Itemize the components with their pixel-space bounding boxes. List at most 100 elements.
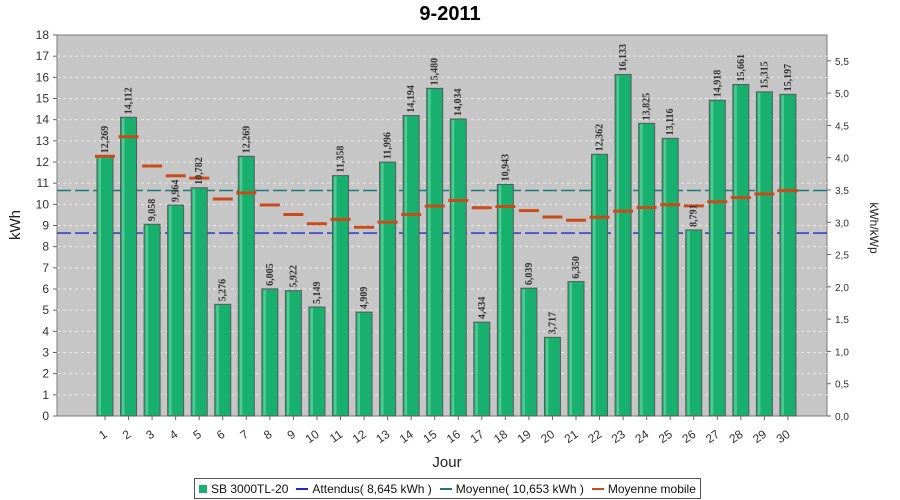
right-axis-ticks: 0,0 0,5 1,0 1,5 2,0 2,5 3,0 3,5 4,0 4,5 5,0 5,5 — [827, 57, 849, 423]
data-label: 14,034 — [453, 88, 464, 116]
y-tick-label: 13 — [36, 134, 50, 148]
x-tick-label: 16 — [444, 427, 463, 446]
bar-highlight — [616, 75, 620, 416]
legend-item-moving-average: Moyenne mobile — [591, 481, 696, 496]
x-tick-label: 28 — [727, 427, 746, 446]
y-tick-label: 8 — [42, 240, 49, 254]
x-axis-ticks: 1 2 3 4 5 6 7 8 9 10 11 12 13 14 15 16 17 18 19 20 21 22 23 24 2… — [96, 416, 793, 446]
bar-highlight — [216, 305, 219, 415]
bar-highlight — [475, 323, 478, 415]
data-label: 10,943 — [500, 154, 511, 181]
bar-highlight — [451, 119, 455, 416]
bar-highlight — [498, 185, 502, 415]
x-tick-label: 20 — [538, 427, 557, 446]
data-label: 13,825 — [642, 93, 653, 121]
data-labels: 12,269 14,112 9,058 9,964 10,782 5,276 12,269 6… — [100, 44, 794, 334]
data-label: 15,315 — [759, 61, 770, 89]
bar-highlight — [687, 230, 690, 415]
bar-highlight — [239, 157, 243, 416]
right-tick-label: 2,5 — [835, 251, 849, 262]
x-tick-label: 7 — [238, 427, 252, 442]
right-tick-label: 1,0 — [835, 347, 849, 358]
data-label: 3,717 — [547, 312, 558, 335]
legend-item-attendus: Attendus( 8,645 kWh ) — [296, 481, 432, 496]
data-label: 8,791 — [689, 204, 700, 227]
bar-highlight — [98, 157, 101, 416]
right-tick-label: 5,5 — [835, 57, 849, 68]
x-tick-label: 17 — [468, 427, 487, 446]
bar-highlight — [169, 206, 172, 415]
x-tick-label: 12 — [350, 427, 369, 446]
bar-highlight — [734, 85, 737, 415]
bar-highlight — [192, 188, 196, 415]
legend-swatch-attendus — [296, 487, 309, 490]
bar-highlight — [357, 313, 361, 415]
data-label: 15,197 — [783, 64, 794, 92]
data-label: 5,922 — [288, 265, 299, 288]
bar-highlight — [522, 289, 525, 415]
y-tick-label: 14 — [36, 113, 50, 127]
bar-highlight — [710, 101, 714, 416]
data-label: 15,480 — [430, 58, 441, 86]
data-label: 5,149 — [312, 282, 323, 305]
bar-highlight — [145, 225, 149, 415]
data-label: 11,996 — [383, 132, 394, 159]
x-tick-label: 25 — [656, 427, 675, 446]
y-tick-label: 11 — [37, 176, 50, 190]
bar-highlight — [122, 118, 125, 416]
x-tick-label: 3 — [143, 427, 157, 442]
x-tick-label: 29 — [750, 427, 769, 446]
bars — [96, 74, 797, 417]
bar-highlight — [569, 282, 572, 415]
legend-label-attendus: Attendus( 8,645 kWh ) — [312, 481, 432, 496]
y-tick-label: 6 — [42, 282, 49, 296]
data-label: 6,350 — [571, 256, 582, 279]
data-label: 11,358 — [336, 146, 347, 173]
x-tick-label: 10 — [303, 427, 322, 446]
y-tick-label: 0 — [42, 409, 49, 423]
legend-item-bars: SB 3000TL-20 — [199, 482, 288, 496]
x-tick-label: 22 — [585, 427, 604, 446]
x-tick-label: 26 — [679, 427, 698, 446]
right-axis-title: kWh/kWp — [867, 202, 881, 254]
y-tick-label: 15 — [36, 92, 50, 106]
legend-swatch-moyenne — [439, 487, 452, 490]
y-tick-label: 12 — [36, 155, 50, 169]
x-tick-label: 15 — [420, 427, 439, 446]
y-tick-label: 17 — [36, 49, 50, 63]
legend: SB 3000TL-20 Attendus( 8,645 kWh ) Moyen… — [194, 478, 701, 499]
legend-item-moyenne: Moyenne( 10,653 kWh ) — [439, 482, 584, 496]
right-tick-label: 1,5 — [835, 315, 849, 326]
x-tick-label: 9 — [285, 427, 299, 442]
bar-highlight — [404, 116, 408, 415]
right-tick-label: 3,0 — [835, 218, 849, 229]
y-tick-label: 3 — [42, 346, 49, 360]
y-tick-label: 16 — [36, 70, 50, 84]
x-tick-label: 23 — [609, 427, 628, 446]
chart-title: 9-2011 — [419, 3, 480, 25]
data-label: 14,112 — [124, 87, 135, 114]
data-label: 6,039 — [524, 263, 535, 286]
right-tick-label: 4,0 — [835, 154, 849, 165]
data-label: 14,194 — [406, 85, 417, 113]
x-tick-label: 13 — [373, 427, 392, 446]
data-label: 12,362 — [595, 124, 606, 152]
data-label: 12,269 — [241, 126, 252, 153]
data-label: 4,434 — [477, 297, 488, 320]
legend-label-bars: SB 3000TL-20 — [211, 481, 289, 496]
legend-label-moving-average: Moyenne mobile — [607, 481, 696, 496]
data-label: 4,909 — [359, 287, 370, 310]
y-tick-label: 1 — [42, 388, 49, 402]
moving-average-marks — [95, 135, 798, 229]
x-tick-label: 21 — [562, 427, 581, 446]
y-tick-label: 2 — [42, 367, 49, 381]
legend-swatch-moving-average — [591, 487, 604, 490]
x-tick-label: 14 — [397, 427, 416, 446]
x-tick-label: 8 — [261, 427, 275, 442]
x-tick-label: 19 — [515, 427, 534, 446]
bar-highlight — [428, 89, 431, 415]
bar-highlight — [310, 308, 313, 415]
bar-highlight — [286, 291, 290, 415]
